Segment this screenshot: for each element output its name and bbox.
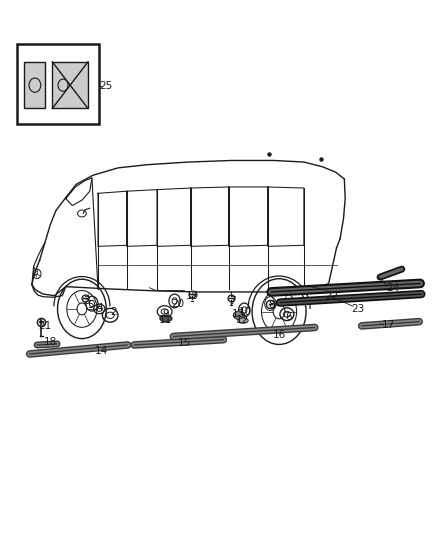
- Ellipse shape: [233, 311, 245, 319]
- Ellipse shape: [238, 318, 248, 323]
- Text: 22: 22: [325, 290, 339, 301]
- Text: 14: 14: [95, 346, 108, 357]
- Ellipse shape: [160, 316, 172, 321]
- Text: 8: 8: [268, 300, 275, 310]
- Text: 10: 10: [239, 306, 252, 317]
- Text: 6: 6: [285, 312, 292, 322]
- Text: 2: 2: [110, 306, 117, 317]
- Text: 24: 24: [386, 282, 400, 293]
- Text: 20: 20: [171, 298, 184, 309]
- Text: 9: 9: [162, 309, 169, 319]
- Text: 4: 4: [96, 303, 102, 313]
- Text: 13: 13: [232, 309, 245, 319]
- Text: 3: 3: [83, 296, 89, 306]
- Bar: [17, 44, 99, 124]
- Text: 19: 19: [186, 290, 200, 301]
- Text: 11: 11: [159, 314, 173, 325]
- Bar: [25, 62, 46, 109]
- Text: 18: 18: [43, 337, 57, 347]
- Text: 21: 21: [38, 321, 52, 331]
- Text: 15: 15: [177, 338, 191, 349]
- Text: 23: 23: [352, 304, 365, 314]
- Text: 5: 5: [87, 300, 94, 310]
- Text: 12: 12: [237, 314, 250, 325]
- Text: 17: 17: [382, 320, 396, 330]
- Text: 16: 16: [273, 330, 286, 341]
- Text: 7: 7: [229, 296, 235, 306]
- Bar: [52, 62, 88, 109]
- Text: 25: 25: [99, 81, 113, 91]
